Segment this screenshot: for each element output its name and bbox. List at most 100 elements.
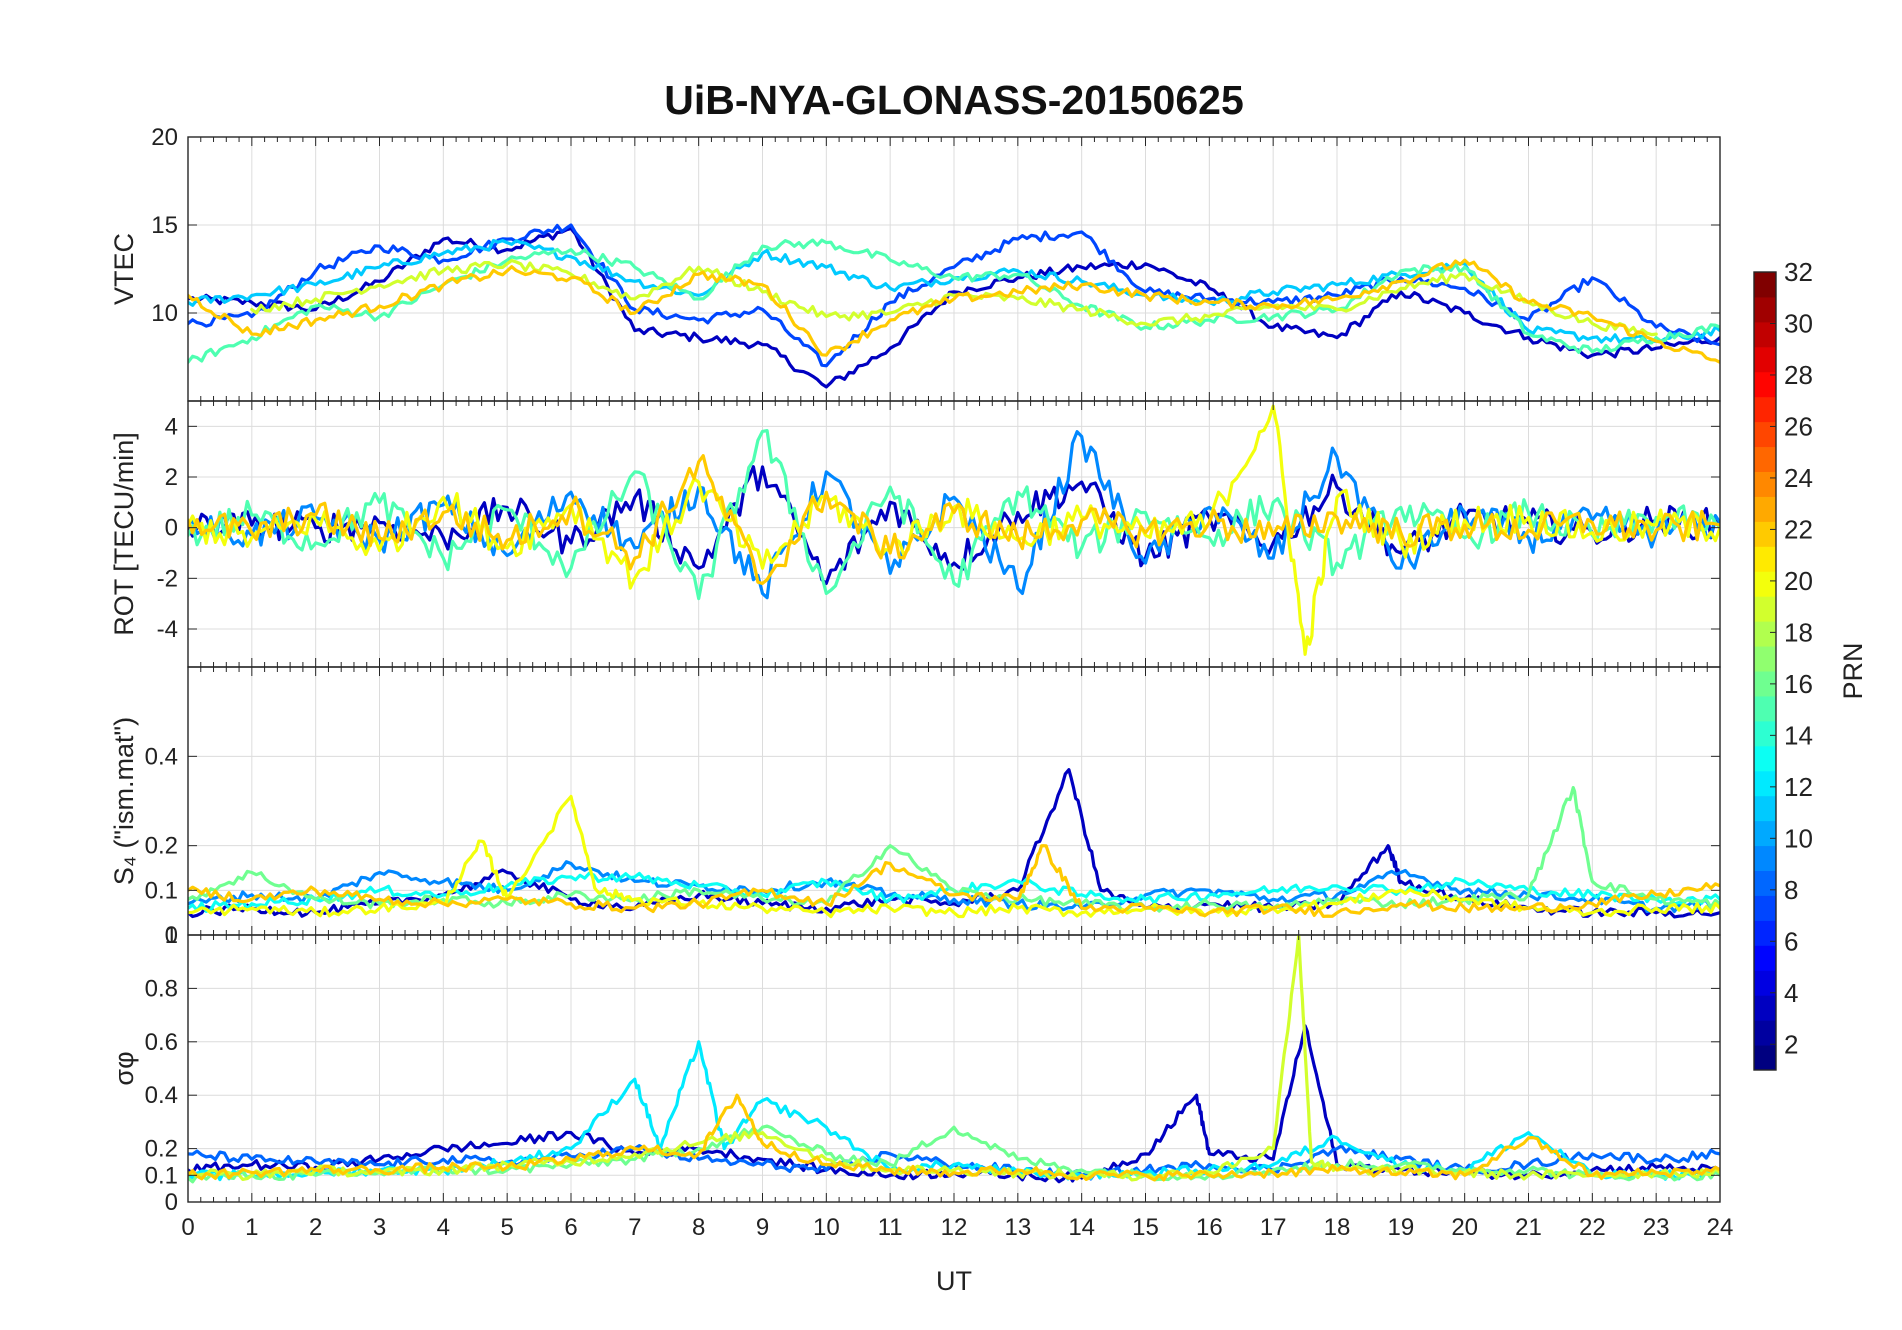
colorbar-tick-label: 14	[1784, 720, 1813, 750]
y-tick-label: 0.1	[145, 1162, 178, 1189]
colorbar-tick-label: 10	[1784, 823, 1813, 853]
x-tick-label: 7	[628, 1214, 641, 1241]
traces	[188, 404, 1720, 656]
colorbar-swatch	[1754, 571, 1776, 597]
colorbar-tick-label: 24	[1784, 463, 1813, 493]
colorbar-swatch	[1754, 296, 1776, 323]
panel-1: 10 15 20 VTEC	[109, 124, 1721, 402]
chart-title: UiB-NYA-GLONASS-20150625	[664, 77, 1244, 123]
colorbar-swatch	[1754, 421, 1776, 448]
y-axis-label: ROT [TECU/min]	[109, 432, 139, 636]
colorbar-swatch	[1754, 795, 1776, 822]
x-tick-label: 24	[1707, 1214, 1734, 1241]
colorbar-swatch	[1754, 845, 1776, 871]
x-tick-label: 6	[564, 1214, 577, 1241]
colorbar-tick-label: 12	[1784, 772, 1813, 802]
colorbar-swatch	[1754, 521, 1776, 547]
x-tick-label: 0	[181, 1214, 194, 1241]
series-prn-22	[188, 454, 1720, 585]
y-tick-label: 0.6	[145, 1029, 178, 1056]
colorbar-swatch	[1754, 321, 1776, 348]
colorbar-swatch	[1754, 596, 1776, 622]
series-prn-3	[188, 226, 1720, 389]
x-tick-label: 12	[941, 1214, 968, 1241]
series-prn-22	[188, 258, 1720, 364]
colorbar-swatch	[1754, 496, 1776, 522]
series-prn-20	[188, 794, 1720, 919]
x-tick-label: 22	[1579, 1214, 1606, 1241]
x-tick-label: 15	[1132, 1214, 1159, 1241]
colorbar-swatch	[1754, 546, 1776, 572]
series-prn-3	[188, 1024, 1720, 1184]
x-axis-label: UT	[936, 1266, 972, 1296]
colorbar-swatch	[1754, 446, 1776, 472]
x-tick-label: 16	[1196, 1214, 1223, 1241]
colorbar-tick-label: 18	[1784, 617, 1813, 647]
colorbar-swatch	[1754, 471, 1776, 497]
colorbar-swatch	[1754, 1045, 1776, 1071]
traces	[188, 768, 1720, 919]
colorbar-tick-label: 32	[1784, 257, 1813, 287]
colorbar-swatch	[1754, 695, 1776, 722]
colorbar-swatch	[1754, 621, 1776, 647]
series-prn-7	[188, 223, 1720, 368]
x-tick-label: 20	[1451, 1214, 1478, 1241]
y-tick-label: 0.8	[145, 975, 178, 1002]
panel-2: -4 -2 0 2 4 ROT [TECU/min]	[109, 400, 1721, 668]
panel-3: 0 0.1 0.2 0.4S₄ ("ism.mat")	[109, 666, 1721, 949]
x-tick-label: 3	[373, 1214, 386, 1241]
y-tick-label: 1	[165, 922, 178, 949]
x-tick-label: 11	[878, 1214, 903, 1241]
colorbar-tick-label: 20	[1784, 566, 1813, 596]
colorbar-swatch	[1754, 396, 1776, 423]
y-tick-label: 0.4	[145, 1082, 178, 1109]
y-axis-label: S₄ ("ism.mat")	[109, 717, 139, 885]
x-tick-label: 13	[1004, 1214, 1031, 1241]
traces	[188, 935, 1720, 1184]
colorbar-swatch	[1754, 870, 1776, 896]
x-tick-label: 5	[500, 1214, 513, 1241]
colorbar-tick-label: 4	[1784, 978, 1798, 1008]
series-prn-16	[188, 786, 1720, 913]
x-tick-label: 10	[813, 1214, 840, 1241]
series-prn-9	[188, 430, 1720, 600]
colorbar-tick-label: 6	[1784, 926, 1798, 956]
x-tick-label: 14	[1068, 1214, 1095, 1241]
colorbar-swatch	[1754, 272, 1776, 298]
series-prn-3	[188, 768, 1720, 919]
colorbar-swatch	[1754, 920, 1776, 946]
colorbar-swatch	[1754, 820, 1776, 847]
y-tick-label: 0	[165, 1189, 178, 1216]
y-tick-label: -4	[157, 616, 178, 643]
colorbar-label: PRN	[1838, 642, 1868, 699]
colorbar-tick-label: 8	[1784, 875, 1798, 905]
x-tick-label: 4	[437, 1214, 450, 1241]
y-axis-label: σφ	[109, 1051, 139, 1085]
x-tick-label: 9	[756, 1214, 769, 1241]
y-tick-label: 0.1	[145, 877, 178, 904]
colorbar-tick-label: 22	[1784, 514, 1813, 544]
series-prn-20	[188, 404, 1720, 656]
series-prn-22	[188, 1093, 1720, 1182]
colorbar-swatch	[1754, 346, 1776, 373]
colorbar-tick-label: 28	[1784, 360, 1813, 390]
colorbar-tick-label: 16	[1784, 669, 1813, 699]
x-tick-labels: 0 1 2 3 4 5 6 7 8 9 10 11 12 13 14 15 16 17 18 19 20 21 22 23 24	[181, 1214, 1733, 1241]
x-tick-label: 8	[692, 1214, 705, 1241]
series-prn-15	[188, 429, 1720, 601]
x-tick-label: 1	[245, 1214, 258, 1241]
y-tick-label: 15	[151, 212, 178, 239]
y-tick-label: 10	[151, 300, 178, 327]
colorbar-swatch	[1754, 770, 1776, 797]
x-tick-label: 23	[1643, 1214, 1670, 1241]
x-tick-label: 21	[1515, 1214, 1542, 1241]
x-tick-label: 18	[1324, 1214, 1351, 1241]
colorbar-swatch	[1754, 646, 1776, 672]
colorbar-swatch	[1754, 745, 1776, 772]
colorbar-swatch	[1754, 720, 1776, 747]
series-prn-9	[188, 860, 1720, 914]
x-tick-label: 2	[309, 1214, 322, 1241]
